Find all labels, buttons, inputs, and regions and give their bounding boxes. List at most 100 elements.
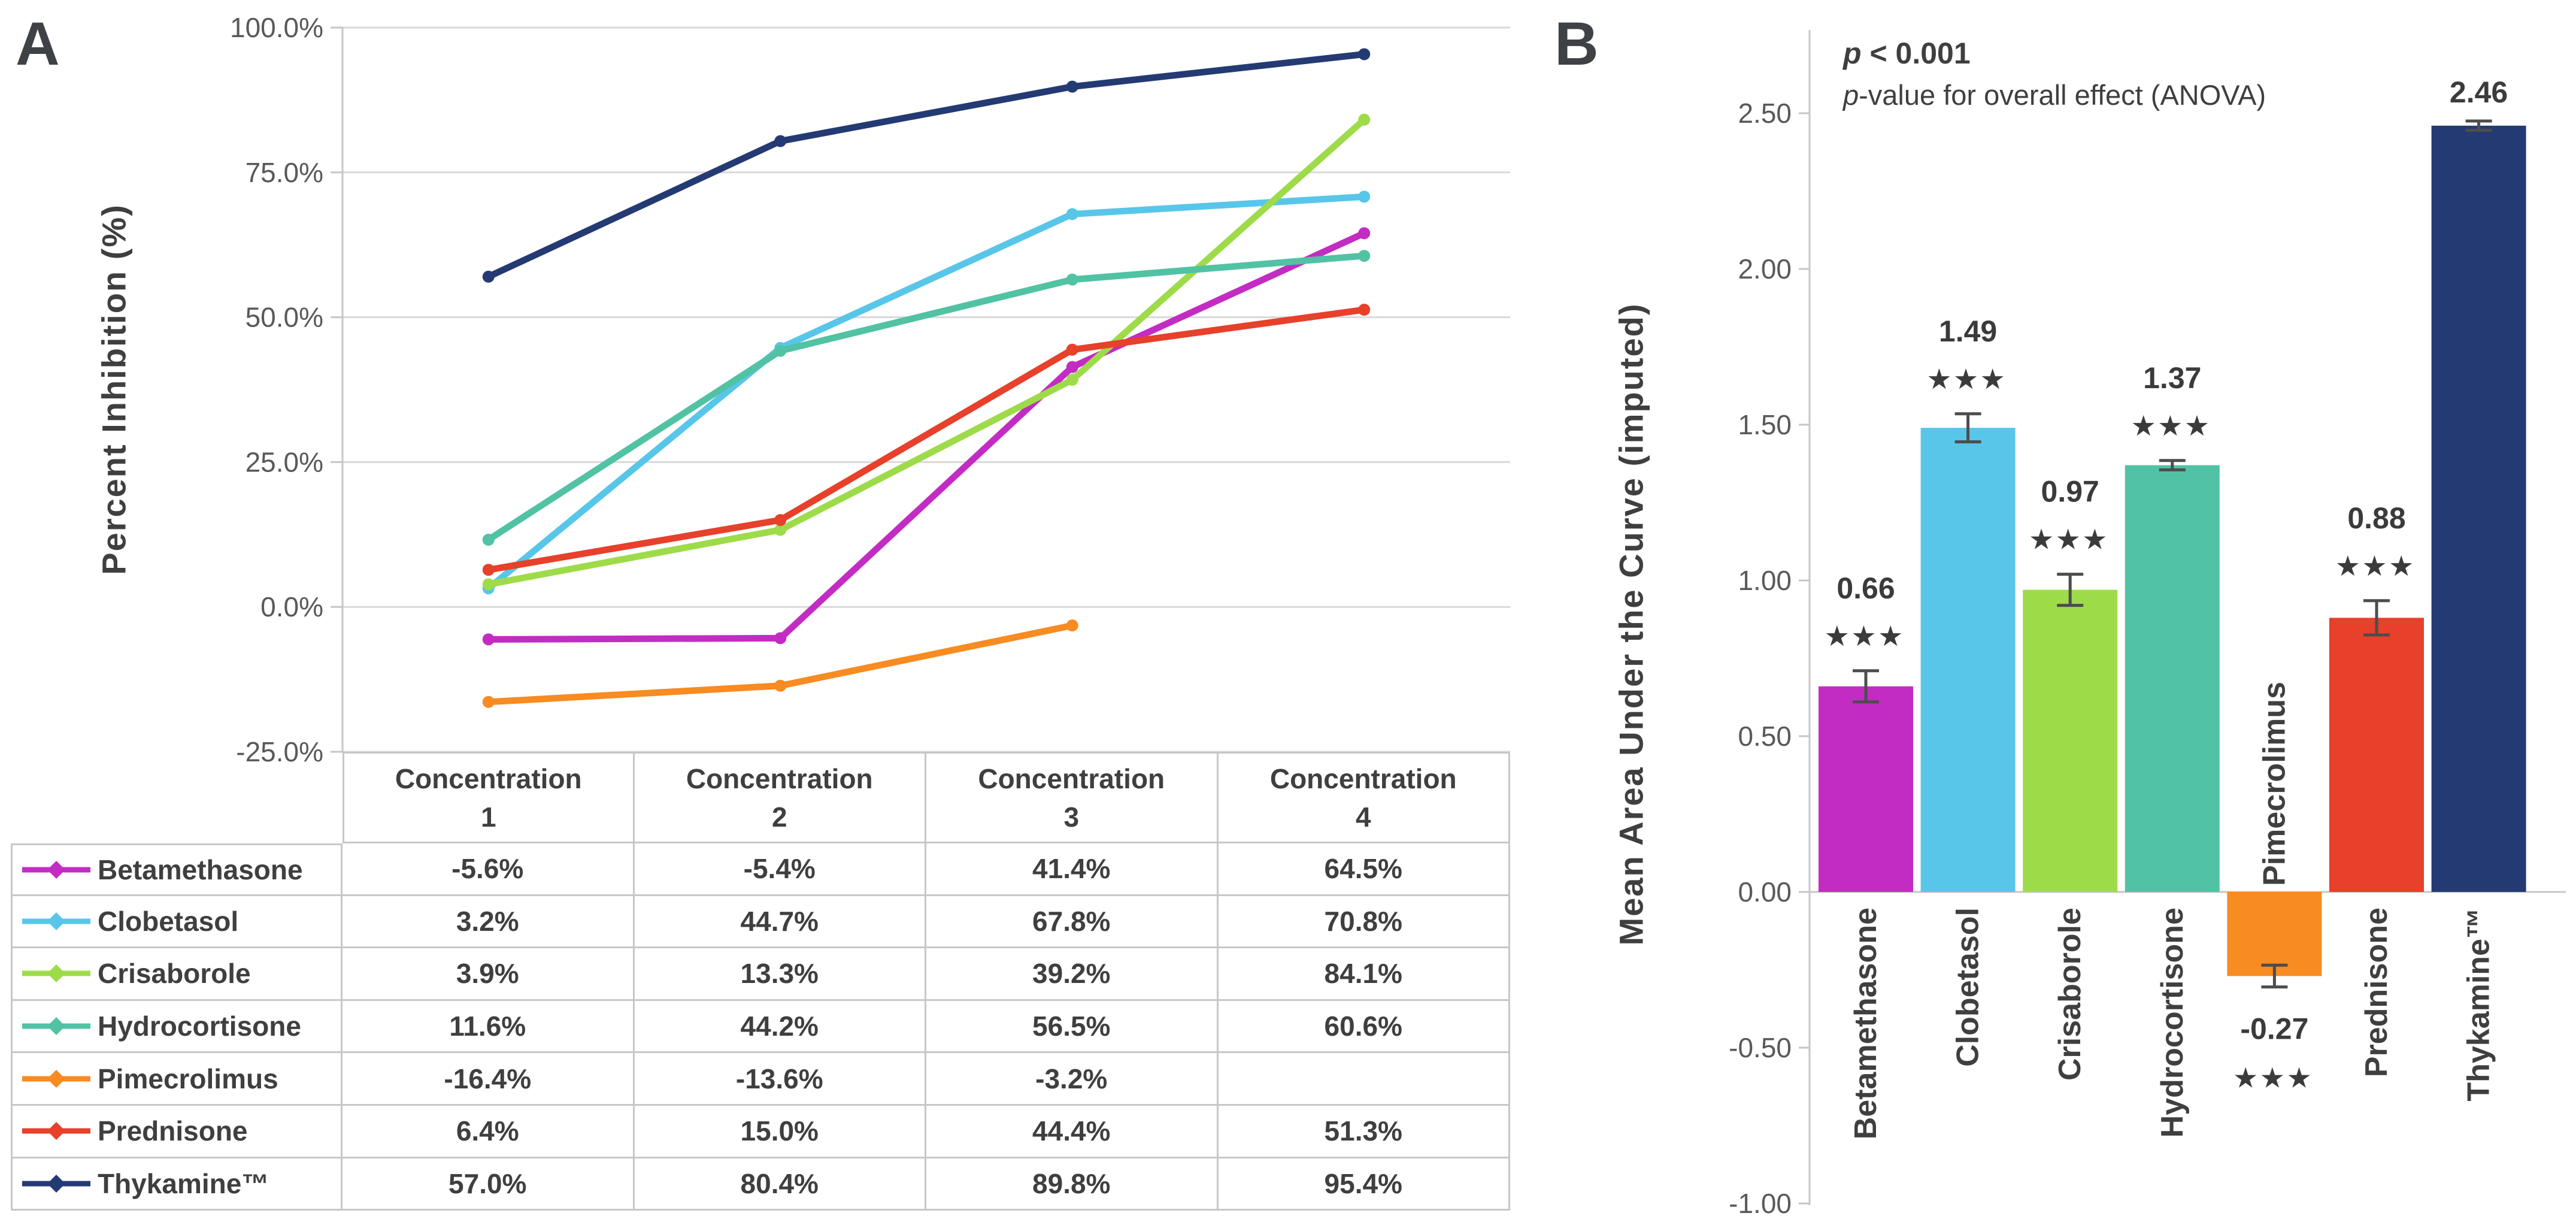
y-tick-label: 0.0% (260, 591, 323, 622)
series-marker-icon (22, 1122, 90, 1141)
significance-stars: ★★★ (1826, 622, 1906, 650)
data-point (774, 344, 787, 357)
data-point (482, 695, 495, 708)
data-point (482, 534, 495, 546)
data-point (482, 578, 495, 591)
table-cell-Prednisone-c2: 15.0% (634, 1105, 926, 1158)
y-tick-label: 50.0% (246, 302, 323, 333)
y-tick-label: -25.0% (236, 736, 323, 767)
header-line1: Concentration (978, 763, 1165, 794)
panel-b-label: B (1554, 10, 1599, 78)
y-tick-label: 2.00 (1738, 253, 1792, 285)
table-cell-Hydrocortisone-c4: 60.6% (1218, 1000, 1510, 1054)
data-point (482, 633, 495, 646)
bar-value-label: 1.37 (2143, 361, 2201, 395)
data-point (774, 524, 787, 536)
data-point (1066, 361, 1078, 373)
bar-value-label: 2.46 (2450, 75, 2508, 109)
significance-stars: ★★★ (2336, 552, 2417, 580)
table-cell-Clobetasol-c3: 67.8% (926, 896, 1219, 949)
series-name: Crisaborole (98, 958, 251, 990)
table-cell-Betamethasone-c3: 41.4% (926, 843, 1219, 896)
percent-inhibition-line-chart: 100.0% 75.0% 50.0% 25.0% 0.0% -25.0% (230, 12, 1510, 767)
table-corner-blank (11, 752, 343, 843)
bar-Clobetasol (1920, 428, 2016, 892)
legend-cell-Crisaborole: Crisaborole (11, 948, 343, 1001)
series-marker-icon (22, 1174, 90, 1193)
legend-cell-Thykamine™: Thykamine™ (11, 1158, 343, 1211)
series-name: Betamethasone (98, 854, 303, 885)
series-marker-icon (22, 912, 90, 930)
table-cell-Clobetasol-c4: 70.8% (1218, 896, 1510, 949)
category-label-Crisaborole: Crisaborole (2053, 908, 2087, 1081)
table-cell-Crisaborole-c1: 3.9% (343, 948, 635, 1001)
table-header-concentration-1: Concentration 1 (343, 752, 635, 843)
series-line-Clobetasol (485, 193, 1368, 592)
data-point (774, 514, 787, 527)
data-point (482, 270, 495, 283)
table-cell-Crisaborole-c4: 84.1% (1218, 948, 1510, 1001)
table-cell-Crisaborole-c3: 39.2% (926, 948, 1219, 1001)
table-cell-Hydrocortisone-c1: 11.6% (343, 1000, 635, 1054)
data-point (1358, 227, 1371, 240)
y-tick-label: 25.0% (246, 446, 323, 477)
bar-value-label: 0.66 (1836, 571, 1895, 605)
y-tick-label: 75.0% (246, 157, 323, 188)
category-label-Thykamine™: Thykamine™ (2462, 908, 2496, 1102)
data-point (1358, 190, 1371, 203)
table-header-concentration-2: Concentration 2 (634, 752, 926, 843)
legend-cell-Pimecrolimus: Pimecrolimus (11, 1053, 343, 1106)
series-name: Hydrocortisone (98, 1011, 301, 1042)
significance-stars: ★★★ (2030, 525, 2110, 553)
table-cell-Crisaborole-c2: 13.3% (634, 948, 926, 1001)
table-cell-Prednisone-c4: 51.3% (1218, 1105, 1510, 1158)
anova-annotation: p < 0.001 p-value for overall effect (AN… (1843, 31, 2266, 115)
table-cell-Prednisone-c3: 44.4% (926, 1105, 1219, 1158)
data-point (1066, 619, 1078, 632)
header-line1: Concentration (1269, 763, 1457, 794)
table-cell-Thykamine™-c4: 95.4% (1218, 1158, 1510, 1211)
panel-a-label: A (16, 10, 60, 78)
header-line2: 4 (1355, 801, 1371, 833)
category-label-Clobetasol: Clobetasol (1951, 908, 1986, 1067)
category-label-Prednisone: Prednisone (2359, 908, 2394, 1077)
data-point (1358, 113, 1371, 126)
series-name: Clobetasol (98, 905, 239, 937)
data-point (1358, 48, 1371, 61)
table-cell-Pimecrolimus-c2: -13.6% (634, 1053, 926, 1106)
table-cell-Prednisone-c1: 6.4% (343, 1105, 635, 1158)
table-cell-Thykamine™-c1: 57.0% (343, 1158, 635, 1211)
data-point (1066, 273, 1078, 286)
legend-cell-Prednisone: Prednisone (11, 1105, 343, 1158)
bar-Pimecrolimus (2227, 892, 2322, 976)
header-line2: 3 (1063, 801, 1080, 833)
table-cell-Pimecrolimus-c3: -3.2% (926, 1053, 1219, 1106)
series-name: Prednisone (98, 1115, 248, 1147)
category-label-Betamethasone: Betamethasone (1848, 908, 1883, 1139)
data-point (774, 135, 787, 147)
table-cell-Betamethasone-c2: -5.4% (634, 843, 926, 896)
series-marker-icon (22, 964, 90, 983)
header-line1: Concentration (395, 763, 582, 794)
data-point (1066, 343, 1078, 356)
series-line-Prednisone (485, 306, 1368, 573)
data-point (1066, 374, 1078, 386)
series-marker-icon (22, 1017, 90, 1036)
data-point (1066, 208, 1078, 220)
y-tick-label: 1.00 (1738, 565, 1792, 596)
header-line1: Concentration (686, 763, 873, 794)
bar-Hydrocortisone (2125, 465, 2220, 892)
y-tick-label: 1.50 (1738, 409, 1792, 440)
series-line-Crisaborole (485, 116, 1368, 588)
series-marker-icon (22, 1069, 90, 1088)
series-name: Thykamine™ (98, 1167, 269, 1199)
table-cell-Clobetasol-c2: 44.7% (634, 896, 926, 949)
table-header-concentration-4: Concentration 4 (1218, 752, 1510, 843)
data-point (774, 632, 787, 645)
data-point (482, 564, 495, 576)
series-line-Thykamine™ (485, 50, 1368, 280)
category-label-Hydrocortisone: Hydrocortisone (2155, 908, 2190, 1138)
table-cell-Betamethasone-c4: 64.5% (1218, 843, 1510, 896)
category-label-Pimecrolimus: Pimecrolimus (2257, 682, 2292, 886)
